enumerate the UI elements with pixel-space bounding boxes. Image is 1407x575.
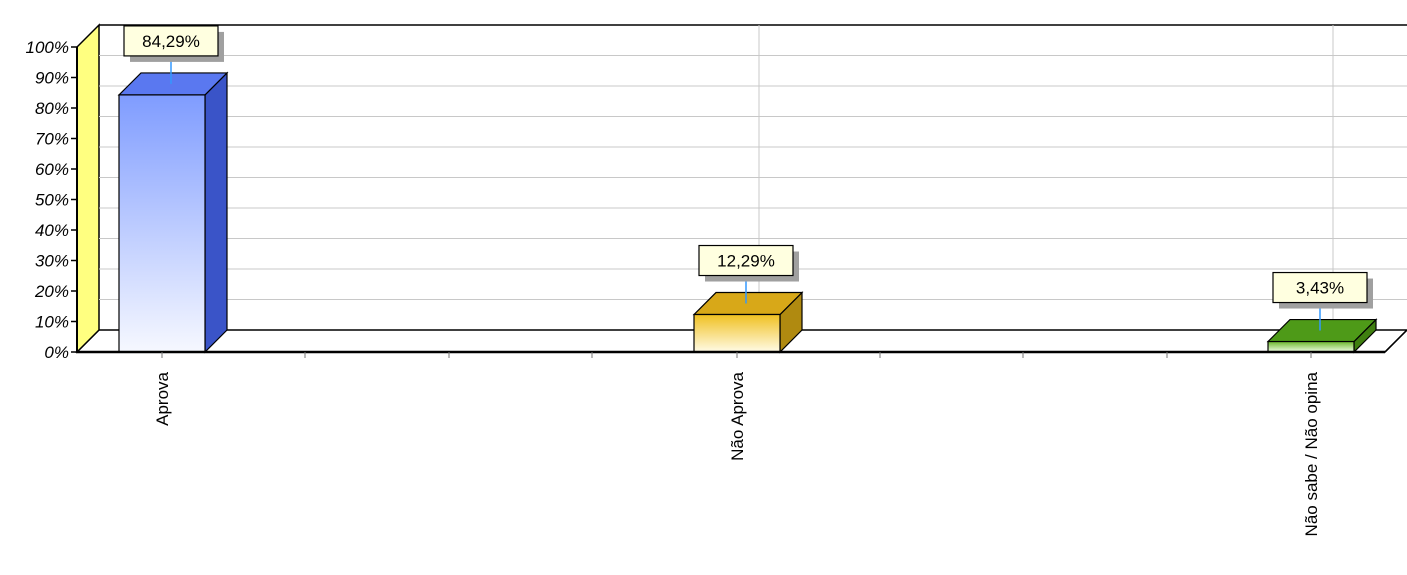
gridlines	[99, 25, 1407, 330]
y-tick-label: 30%	[35, 252, 69, 271]
label-box	[1272, 271, 1368, 304]
x-axis: Aprova Não Aprova Não sabe / Não opina	[77, 329, 1407, 536]
y-tick-label: 40%	[35, 221, 69, 240]
y-tick-label: 0%	[44, 343, 69, 362]
bar	[1267, 340, 1355, 353]
y-tick-label: 70%	[35, 130, 69, 149]
left-wall	[76, 23, 100, 354]
y-tick-label: 10%	[35, 313, 69, 332]
x-category-label: Aprova	[153, 371, 172, 425]
data-label: 3,43%	[1296, 279, 1344, 298]
x-axis-end	[1384, 329, 1407, 353]
y-tick-label: 50%	[35, 191, 69, 210]
data-label: 84,29%	[142, 32, 200, 51]
y-tick-label: 80%	[35, 99, 69, 118]
y-tick-label: 60%	[35, 160, 69, 179]
bar-side	[204, 71, 228, 354]
data-labels: 84,29% 12,29% 3,43%	[123, 25, 1373, 331]
bar	[693, 313, 781, 353]
bar	[118, 94, 206, 353]
bars	[117, 71, 1378, 354]
y-tick-label: 90%	[35, 69, 69, 88]
x-category-label: Não sabe / Não opina	[1302, 371, 1321, 536]
y-tick-label: 100%	[26, 38, 69, 57]
label-box	[123, 25, 219, 57]
y-tick-label: 20%	[34, 282, 69, 301]
data-label: 12,29%	[717, 252, 775, 271]
y-axis: 0% 10% 20% 30% 40% 50% 60% 70% 80% 90% 100%	[26, 38, 78, 362]
label-box	[698, 244, 794, 277]
x-category-label: Não Aprova	[728, 371, 747, 460]
